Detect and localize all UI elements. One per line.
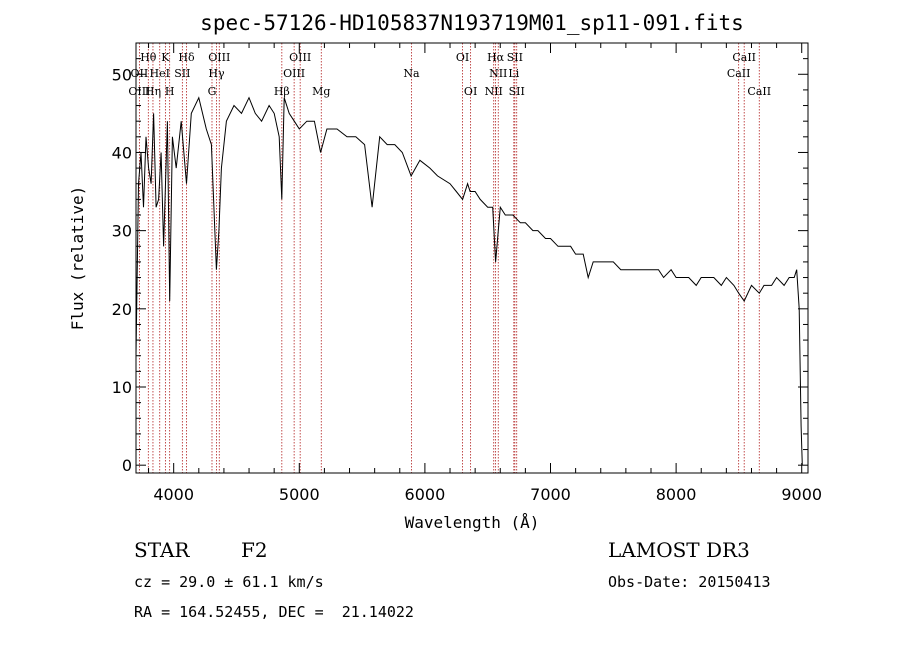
y-tick-label: 10 <box>112 378 132 397</box>
plot-frame <box>135 42 809 474</box>
x-tick-label: 5000 <box>279 485 320 504</box>
spectral-line-label: Mg <box>312 85 330 98</box>
spectral-line-label: CaII <box>732 51 756 64</box>
spectral-line-label: OI <box>456 51 469 64</box>
spectral-line-markers <box>138 43 760 473</box>
x-tick-label: 6000 <box>405 485 446 504</box>
spectral-line-label: HeI <box>150 67 170 80</box>
x-axis-label: Wavelength (Å) <box>405 513 540 532</box>
chart-title: spec-57126-HD105837N193719M01_sp11-091.f… <box>200 11 744 35</box>
spectral-line-label: OI <box>464 85 477 98</box>
x-tick-label: 7000 <box>530 485 571 504</box>
x-tick-label: 8000 <box>656 485 697 504</box>
spectral-line-label: NII <box>485 85 503 98</box>
object-subclass: F2 <box>241 538 268 562</box>
survey-name: LAMOST DR3 <box>608 538 750 562</box>
spectral-line-label: SII <box>507 51 523 64</box>
spectrum-line <box>135 96 803 466</box>
spectral-line-label: SII <box>509 85 525 98</box>
spectral-line-label: CaII <box>747 85 771 98</box>
spectral-line-label: SII <box>174 67 190 80</box>
redshift-velocity: cz = 29.0 ± 61.1 km/s <box>134 573 324 591</box>
y-tick-label: 30 <box>112 222 132 241</box>
spectral-line-label: Hγ <box>208 67 225 80</box>
spectral-line-label: H <box>165 85 175 98</box>
y-tick-label: 40 <box>112 143 132 162</box>
spectral-line-label: Na <box>403 67 420 80</box>
spectral-line-label: G <box>208 85 217 98</box>
y-tick-label: 0 <box>122 456 132 475</box>
spectral-line-label: Li <box>508 67 519 80</box>
spectral-line-label: OIII <box>128 85 150 98</box>
spectral-line-label: OII <box>131 67 149 80</box>
y-axis-label: Flux (relative) <box>68 186 87 331</box>
object-class: STAR <box>134 538 190 562</box>
spectral-line-label: OIII <box>289 51 311 64</box>
coordinates: RA = 164.52455, DEC = 21.14022 <box>134 603 414 621</box>
spectral-line-label: NII <box>489 67 507 80</box>
y-axis-ticks: 0 10 20 30 40 50 <box>112 58 808 475</box>
y-tick-label: 20 <box>112 300 132 319</box>
spectral-line-label: Hβ <box>274 85 290 98</box>
spectral-line-label: Hθ <box>140 51 157 64</box>
x-tick-label: 9000 <box>781 485 822 504</box>
spectral-line-label: K <box>161 51 170 64</box>
x-axis-ticks: 4000 5000 6000 7000 8000 9000 <box>148 43 822 504</box>
spectral-line-label: Hα <box>487 51 505 64</box>
spectral-line-label: OIII <box>208 51 230 64</box>
spectral-line-label: OIII <box>283 67 305 80</box>
x-tick-label: 4000 <box>153 485 194 504</box>
y-tick-label: 50 <box>112 65 132 84</box>
observation-date: Obs-Date: 20150413 <box>608 573 771 591</box>
spectral-line-label: Hδ <box>178 51 195 64</box>
spectral-line-label: Hη <box>145 85 161 98</box>
spectral-line-label: CaII <box>727 67 751 80</box>
